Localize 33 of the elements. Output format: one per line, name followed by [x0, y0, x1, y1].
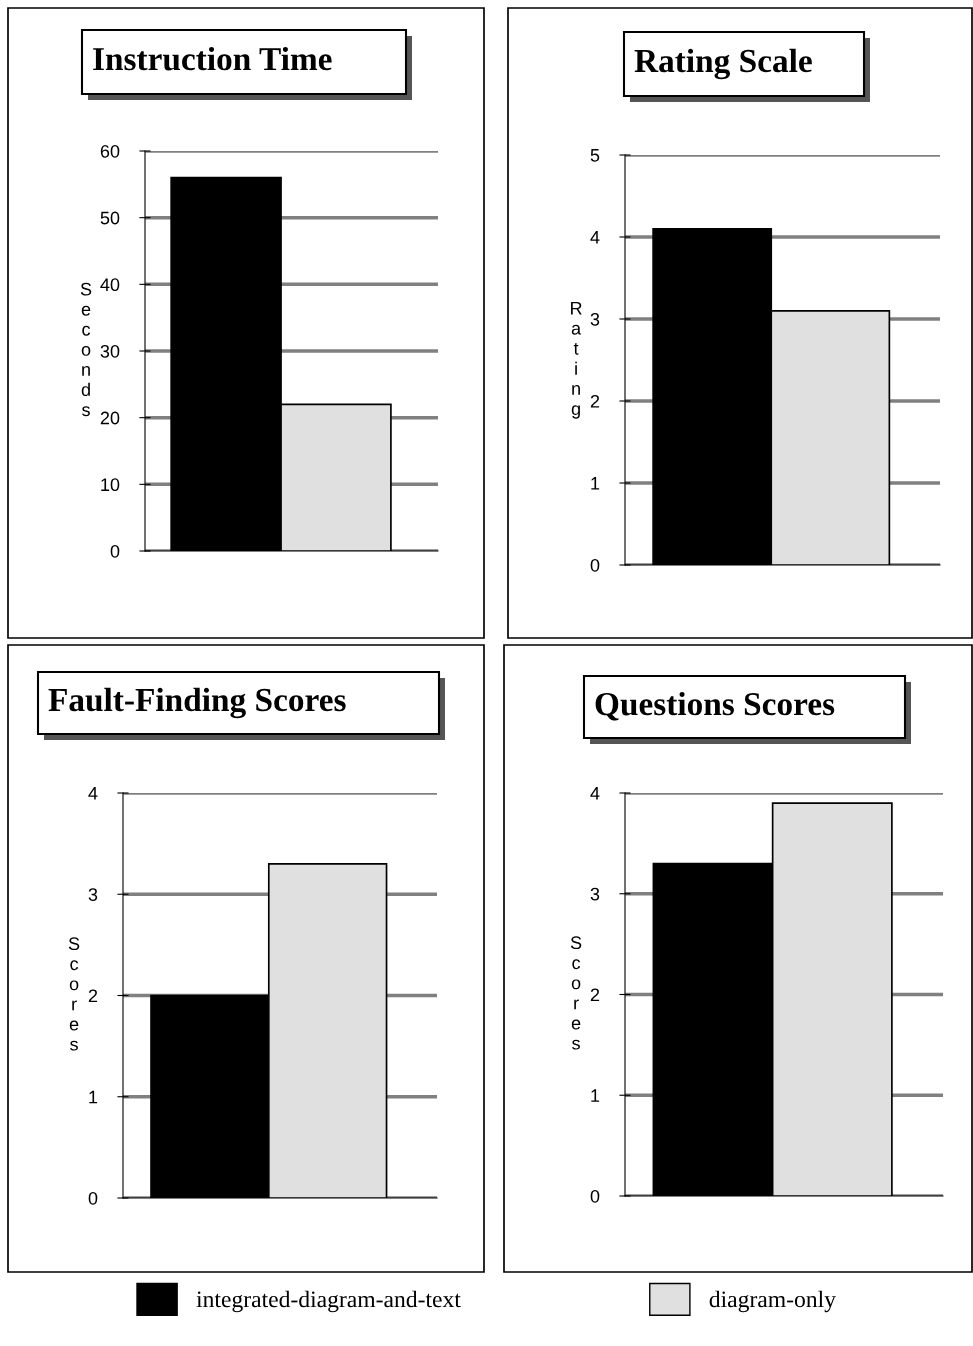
- y-tick-label: 40: [100, 278, 120, 292]
- y-tick-label: 1: [591, 477, 600, 490]
- y-tick-label: 2: [590, 988, 600, 1002]
- y-tick-label: 50: [100, 211, 120, 225]
- chart-title: Rating Scale: [634, 48, 812, 80]
- y-axis-title: Rating: [571, 301, 582, 419]
- y-tick-label: 20: [100, 411, 120, 425]
- y-tick-label: 3: [88, 888, 98, 901]
- y-tick-label: 3: [590, 887, 600, 901]
- y-tick-label: 4: [590, 231, 600, 244]
- chart-title: Fault-Finding Scores: [48, 687, 346, 719]
- chart-title: Instruction Time: [93, 46, 332, 71]
- y-tick-label: 30: [100, 344, 120, 358]
- legend-label: integrated-diagram-and-text: [196, 1290, 461, 1313]
- y-axis-title: Seconds: [80, 282, 92, 417]
- y-axis-title: Scores: [68, 937, 80, 1051]
- y-tick-label: 0: [590, 1189, 600, 1203]
- y-axis-title: Scores: [570, 936, 582, 1050]
- legend-label: diagram-only: [709, 1290, 836, 1313]
- y-tick-label: 0: [110, 544, 120, 558]
- y-tick-label: 1: [591, 1089, 600, 1102]
- y-tick-label: 5: [590, 149, 600, 162]
- y-tick-label: 2: [590, 394, 600, 408]
- y-tick-label: 4: [88, 787, 98, 800]
- y-tick-label: 2: [88, 989, 98, 1003]
- y-tick-label: 3: [590, 312, 600, 326]
- y-tick-label: 0: [590, 558, 600, 572]
- y-tick-label: 10: [101, 478, 120, 492]
- y-tick-label: 60: [100, 144, 120, 158]
- y-tick-label: 0: [88, 1191, 98, 1205]
- y-tick-label: 1: [89, 1090, 98, 1104]
- chart-title: Questions Scores: [595, 691, 835, 721]
- y-tick-label: 4: [590, 787, 600, 800]
